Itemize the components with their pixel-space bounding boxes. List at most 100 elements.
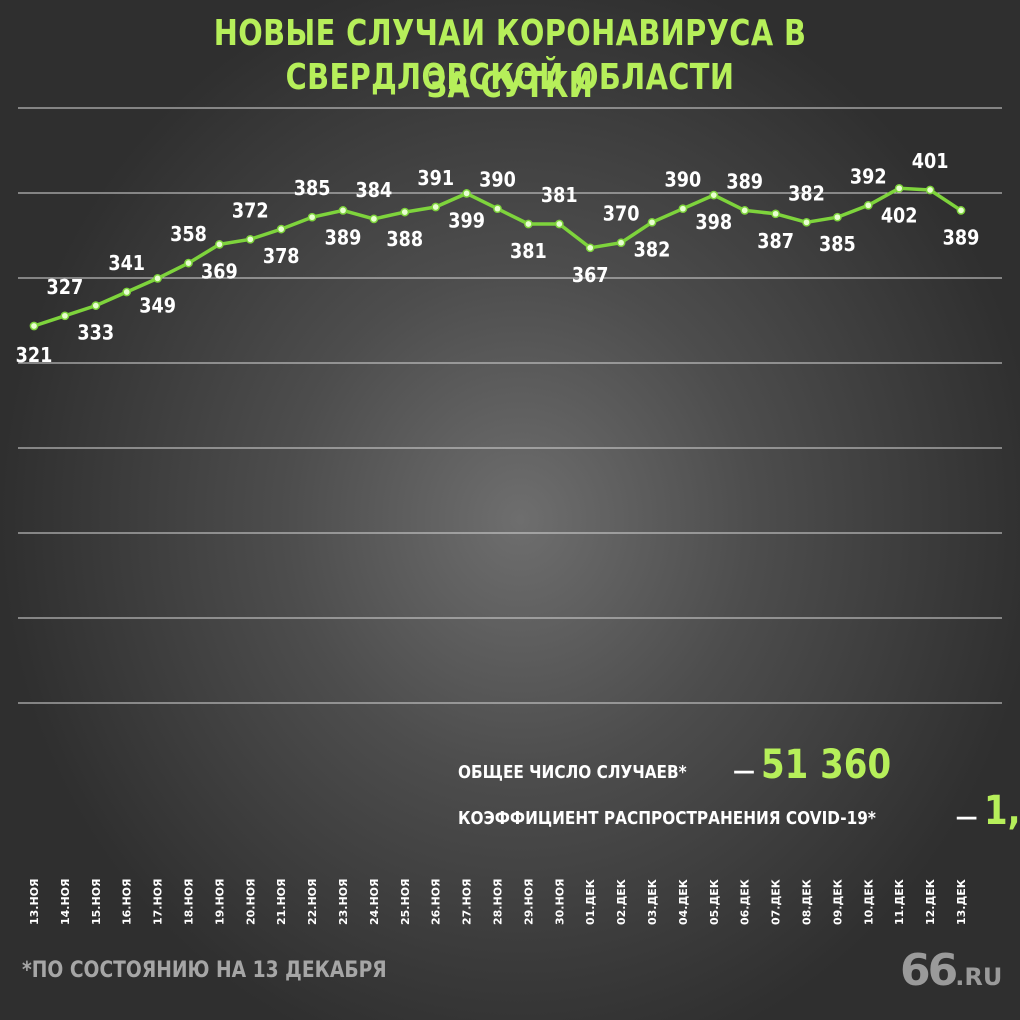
data-point <box>956 206 966 215</box>
data-point <box>524 219 533 229</box>
data-point <box>431 202 441 212</box>
x-tick-label: 03.ДЕК <box>646 879 659 925</box>
data-label: 349 <box>139 295 176 317</box>
data-label: 401 <box>912 151 949 173</box>
x-tick-label: 10.ДЕК <box>862 879 875 925</box>
data-point <box>276 224 286 234</box>
data-label: 384 <box>356 180 393 202</box>
data-point <box>740 206 750 215</box>
x-tick-label: 30.НОЯ <box>553 878 566 925</box>
footnote: *ПО СОСТОЯНИЮ НА 13 ДЕКАБРЯ <box>22 958 387 983</box>
data-point <box>863 200 873 210</box>
data-label: 378 <box>263 246 300 268</box>
data-label: 389 <box>325 227 362 249</box>
data-point <box>925 185 935 195</box>
data-point <box>647 217 657 227</box>
data-label: 402 <box>881 205 918 227</box>
data-point <box>184 258 193 268</box>
total-cases-label: ОБЩЕЕ ЧИСЛО СЛУЧАЕВ* <box>458 762 687 783</box>
spread-coefficient-label: КОЭФФИЦИЕНТ РАСПРОСТРАНЕНИЯ COVID-19* <box>458 808 876 829</box>
x-tick-label: 23.НОЯ <box>337 878 350 925</box>
data-point <box>91 301 101 310</box>
total-cases-dash: — <box>733 759 756 784</box>
data-label: 387 <box>757 231 794 253</box>
x-tick-label: 12.ДЕК <box>924 879 937 925</box>
x-tick-label: 27.НОЯ <box>461 878 474 925</box>
x-tick-label: 17.НОЯ <box>152 878 165 925</box>
data-label: 382 <box>788 183 825 205</box>
data-point <box>802 217 811 227</box>
data-label: 385 <box>819 234 856 256</box>
x-tick-label: 15.НОЯ <box>90 878 103 925</box>
data-label: 321 <box>16 345 53 367</box>
data-label: 382 <box>634 239 671 261</box>
x-tick-labels: 13.НОЯ 14.НОЯ 15.НОЯ 16.НОЯ 17.НОЯ 18.НОЯ 19.Н… <box>28 878 968 925</box>
data-point <box>585 243 595 253</box>
data-label: 372 <box>232 200 269 222</box>
gridlines <box>18 107 1002 704</box>
chart-title-line2: ЗА СУТКИ <box>426 65 594 106</box>
data-point <box>307 212 317 222</box>
data-label: 390 <box>479 170 516 192</box>
data-point <box>29 321 39 331</box>
x-tick-label: 13.НОЯ <box>28 878 41 925</box>
x-tick-label: 11.ДЕК <box>893 879 906 925</box>
data-label: 391 <box>417 168 454 190</box>
data-point <box>122 287 132 297</box>
data-point <box>338 206 348 215</box>
data-label: 399 <box>448 210 485 232</box>
data-label: 381 <box>541 185 578 207</box>
data-point <box>771 209 780 219</box>
x-tick-label: 09.ДЕК <box>831 879 844 925</box>
x-tick-label: 29.НОЯ <box>522 878 535 925</box>
data-label: 398 <box>695 212 732 234</box>
spread-coefficient-dash: — <box>955 805 978 830</box>
site-logo: 66.RU <box>900 945 1002 996</box>
data-label: 333 <box>77 323 114 345</box>
x-tick-label: 04.ДЕК <box>677 879 690 925</box>
data-point <box>462 189 471 198</box>
data-point <box>554 219 564 229</box>
data-point <box>493 204 502 214</box>
data-label: 327 <box>47 277 84 299</box>
x-tick-label: 05.ДЕК <box>708 879 721 925</box>
x-tick-label: 25.НОЯ <box>399 878 412 925</box>
data-label: 381 <box>510 241 547 263</box>
x-tick-label: 26.НОЯ <box>430 878 443 925</box>
data-label: 389 <box>943 227 980 249</box>
x-tick-label: 07.ДЕК <box>770 879 783 925</box>
x-tick-label: 19.НОЯ <box>213 878 226 925</box>
x-tick-label: 08.ДЕК <box>801 879 814 925</box>
data-points <box>29 183 966 331</box>
data-point <box>153 274 162 283</box>
data-labels: 321 327 333 341 349 358 369 372 378 385 389 384 388 3… <box>16 151 980 367</box>
x-tick-label: 28.НОЯ <box>492 878 505 925</box>
data-label: 388 <box>386 229 423 251</box>
data-point <box>678 204 688 214</box>
x-tick-label: 06.ДЕК <box>739 879 752 925</box>
data-label: 390 <box>665 170 702 192</box>
data-label: 367 <box>572 265 609 287</box>
data-label: 369 <box>201 261 238 283</box>
x-tick-label: 24.НОЯ <box>368 878 381 925</box>
x-tick-label: 02.ДЕК <box>615 879 628 925</box>
x-tick-label: 22.НОЯ <box>306 878 319 925</box>
x-tick-label: 18.НОЯ <box>183 878 196 925</box>
data-label: 392 <box>850 166 887 188</box>
x-tick-label: 21.НОЯ <box>275 878 288 925</box>
data-label: 370 <box>603 204 640 226</box>
data-point <box>400 207 410 217</box>
data-point <box>215 240 224 249</box>
data-point <box>709 190 719 200</box>
total-cases-stat: ОБЩЕЕ ЧИСЛО СЛУЧАЕВ* —51 360 <box>458 742 914 788</box>
data-point <box>616 238 626 248</box>
data-point <box>60 311 70 321</box>
data-label: 341 <box>108 253 145 275</box>
data-point <box>369 214 379 224</box>
total-cases-value: 51 360 <box>761 742 892 788</box>
spread-coefficient-stat: КОЭФФИЦИЕНТ РАСПРОСТРАНЕНИЯ COVID-19* —1,… <box>458 788 1020 834</box>
x-tick-label: 13.ДЕК <box>955 879 968 925</box>
data-point <box>833 212 842 222</box>
spread-coefficient-value: 1,02 <box>983 788 1020 834</box>
